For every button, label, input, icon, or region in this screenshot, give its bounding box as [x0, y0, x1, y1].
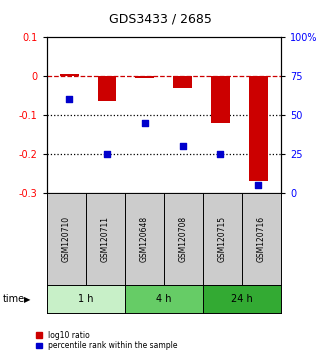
Text: GDS3433 / 2685: GDS3433 / 2685	[109, 12, 212, 25]
Text: ▶: ▶	[24, 295, 30, 304]
Bar	[60, 74, 79, 76]
Text: time: time	[3, 294, 25, 304]
Point	[180, 143, 185, 149]
Text: 4 h: 4 h	[156, 294, 171, 304]
Text: GSM120710: GSM120710	[62, 216, 71, 262]
Bar	[211, 76, 230, 123]
Point	[256, 182, 261, 188]
Text: 1 h: 1 h	[78, 294, 93, 304]
Bar	[98, 76, 117, 101]
Point	[218, 151, 223, 157]
Point	[67, 97, 72, 102]
Point	[104, 151, 109, 157]
Bar	[173, 76, 192, 88]
Text: GSM120716: GSM120716	[257, 216, 266, 262]
Text: 24 h: 24 h	[231, 294, 253, 304]
Text: GSM120708: GSM120708	[179, 216, 188, 262]
Point	[142, 120, 147, 126]
Bar	[249, 76, 268, 181]
Text: GSM120648: GSM120648	[140, 216, 149, 262]
Text: GSM120715: GSM120715	[218, 216, 227, 262]
Text: GSM120711: GSM120711	[100, 216, 110, 262]
Bar	[135, 76, 154, 78]
Legend: log10 ratio, percentile rank within the sample: log10 ratio, percentile rank within the …	[36, 331, 178, 350]
